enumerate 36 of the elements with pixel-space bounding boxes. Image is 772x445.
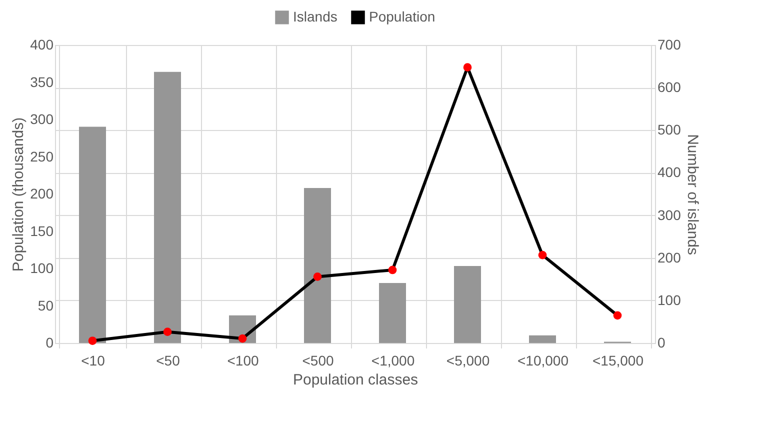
bar (529, 335, 556, 343)
y-tick-label: 50 (38, 297, 54, 314)
y2-tick-label: 100 (658, 292, 682, 308)
x-tick-label: <100 (227, 352, 259, 368)
y2-tick-label: 500 (658, 122, 682, 138)
bar (304, 188, 331, 343)
y-tick-label: 300 (30, 111, 54, 127)
x-axis-title: Population classes (292, 372, 418, 388)
y2-tick-label: 700 (658, 36, 682, 52)
x-tick-label: <500 (302, 352, 334, 368)
y-tick-label: 150 (30, 222, 54, 239)
y-tick-label: 100 (30, 260, 54, 276)
y-tick-label: 350 (30, 74, 54, 90)
bar (154, 72, 181, 343)
legend-label: Islands (293, 8, 338, 24)
x-tick-label: <15,000 (592, 352, 644, 368)
y-axis-title: Population (thousands) (10, 117, 28, 272)
y2-tick-label: 200 (658, 249, 682, 266)
x-tick-label: <10,000 (518, 352, 569, 368)
y2-tick-label: 300 (658, 206, 682, 223)
y2-axis-title: Number of islands (684, 134, 701, 255)
y-tick-label: 250 (30, 148, 54, 164)
y-tick-label: 0 (46, 334, 54, 350)
y-tick-label: 200 (30, 186, 54, 202)
bar (79, 126, 106, 343)
x-tick-label: <1,000 (371, 352, 415, 368)
x-tick-label: <5,000 (446, 352, 490, 368)
legend-label: Population (369, 8, 436, 24)
y2-tick-label: 0 (658, 334, 666, 350)
y2-tick-label: 400 (658, 164, 682, 180)
y2-tick-label: 600 (658, 79, 682, 96)
x-tick-label: <10 (81, 352, 106, 368)
x-tick-label: <50 (156, 352, 180, 368)
bar (454, 266, 481, 343)
y-tick-label: 400 (30, 36, 54, 52)
bar (379, 282, 406, 343)
